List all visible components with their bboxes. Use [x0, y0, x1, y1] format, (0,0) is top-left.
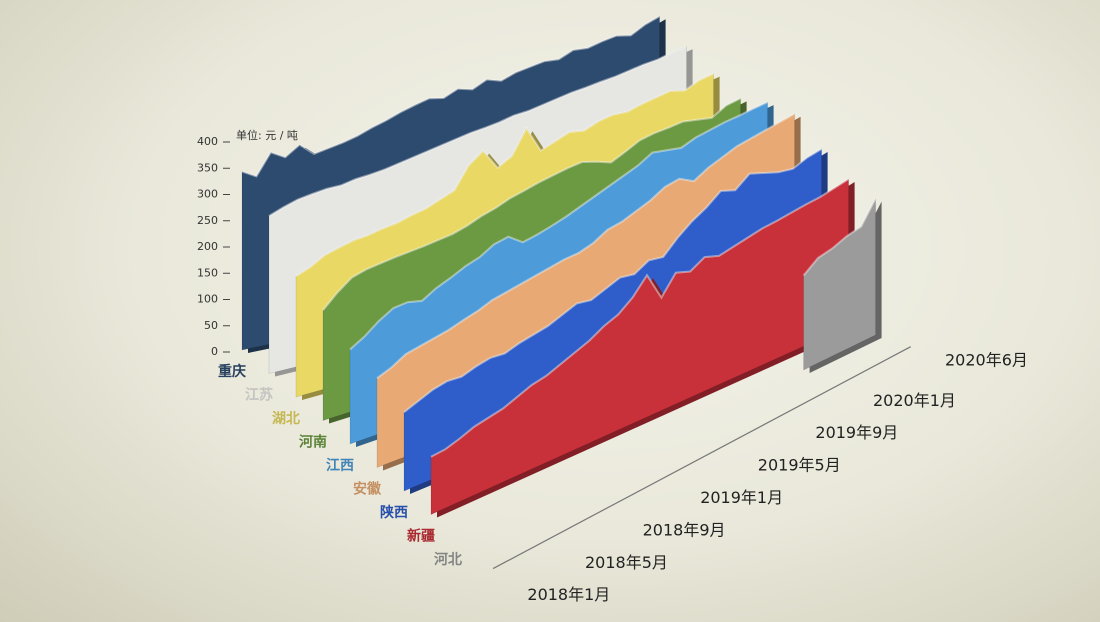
x-tick-label: 2018年9月 — [643, 520, 726, 539]
y-tick-label: 350 — [197, 161, 218, 174]
row-label: 安徽 — [353, 481, 382, 498]
x-tick-label: 2018年5月 — [585, 553, 668, 572]
area-edge — [430, 178, 850, 458]
x-tick-label: 2019年1月 — [700, 488, 783, 507]
area-edge — [349, 101, 769, 351]
row-label: 江苏 — [245, 387, 273, 404]
area-edge — [295, 72, 715, 278]
x-tick-label: 2018年1月 — [527, 585, 610, 604]
area-edge — [322, 97, 742, 311]
row-label: 新疆 — [407, 528, 435, 545]
area-edge — [376, 112, 796, 380]
row-label: 江西 — [326, 457, 354, 474]
area-edge — [802, 198, 877, 277]
row-label: 陕西 — [380, 504, 408, 521]
row-label: 重庆 — [218, 363, 246, 380]
x-tick-label: 2019年9月 — [815, 423, 898, 442]
y-tick-label: 0 — [211, 345, 218, 358]
x-tick-label: 2020年6月 — [945, 350, 1028, 369]
y-tick-label: 300 — [197, 188, 218, 201]
y-unit-label: 单位: 元 / 吨 — [236, 128, 298, 142]
y-tick-label: 100 — [197, 293, 218, 306]
row-label: 湖北 — [272, 411, 300, 427]
y-tick-label: 200 — [197, 240, 218, 253]
area-edge — [268, 45, 687, 217]
y-tick-label: 400 — [197, 135, 218, 148]
y-tick-label: 50 — [204, 319, 218, 332]
row-label: 河南 — [299, 434, 327, 451]
y-tick-label: 250 — [197, 214, 218, 227]
row-label: 河北 — [434, 551, 462, 568]
x-tick-label: 2019年5月 — [758, 456, 841, 475]
x-tick-label: 2020年1月 — [873, 391, 956, 410]
area-edge — [241, 15, 661, 178]
area — [803, 198, 876, 371]
x-axis-line — [492, 346, 911, 570]
y-tick-label: 150 — [197, 266, 218, 279]
area-edge — [403, 148, 823, 414]
